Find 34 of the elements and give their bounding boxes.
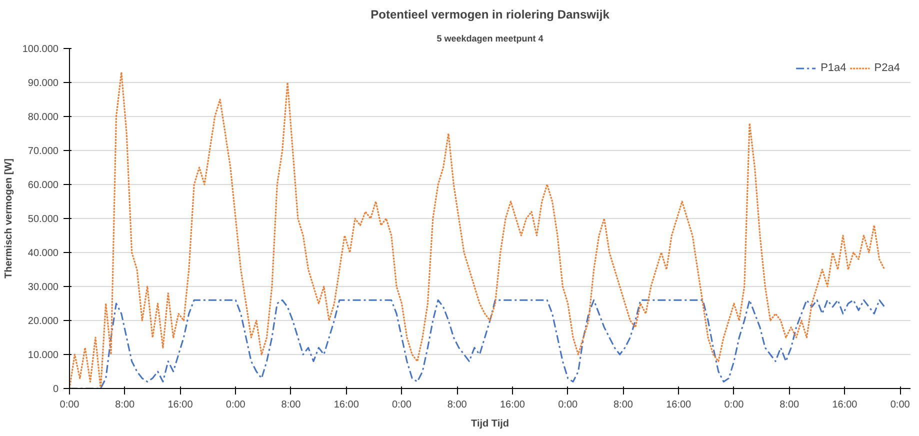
legend-label: P1a4 [820, 62, 846, 74]
x-tick-label: 16:00 [832, 400, 858, 410]
y-tick-label: 90.000 [28, 78, 59, 89]
y-tick-label: 100.000 [22, 44, 59, 55]
y-tick-label: 10.000 [28, 350, 59, 361]
y-tick-label: 50.000 [28, 214, 59, 225]
legend-label: P2a4 [874, 62, 900, 74]
x-tick-label: 8:00 [447, 400, 468, 410]
x-tick-label: 0:00 [724, 400, 744, 410]
x-tick-label: 0:00 [60, 400, 80, 410]
line-series [70, 72, 886, 388]
chart-subtitle: 5 weekdagen meetpunt 4 [436, 34, 544, 44]
y-tick-label: 30.000 [28, 282, 59, 293]
y-tick-label: 80.000 [28, 112, 59, 123]
chart-title: Potentieel vermogen in riolering Danswijk [370, 8, 610, 22]
x-tick-label: 8:00 [614, 400, 634, 410]
x-tick-label: 16:00 [168, 400, 194, 410]
y-tick-label: 60.000 [28, 180, 59, 191]
y-tick-label: 70.000 [28, 146, 59, 157]
x-axis-title: Tijd Tijd [471, 418, 509, 430]
y-tick-label: 0 [52, 384, 59, 395]
x-tick-label: 8:00 [115, 400, 136, 410]
x-tick-label: 0:00 [558, 400, 578, 410]
y-tick-label: 20.000 [28, 316, 59, 327]
x-tick-label: 0:00 [392, 400, 412, 410]
y-tick-label: 40.000 [28, 248, 59, 259]
x-tick-label: 16:00 [666, 400, 692, 410]
x-tick-label: 16:00 [500, 400, 526, 410]
x-tick-label: 0:00 [226, 400, 246, 410]
x-tick-label: 8:00 [780, 400, 800, 410]
x-tick-label: 0:00 [890, 400, 910, 410]
x-tick-label: 16:00 [334, 400, 360, 410]
y-axis-title: Thermisch vermogen [W] [3, 158, 14, 279]
x-tick-label: 8:00 [281, 400, 302, 410]
